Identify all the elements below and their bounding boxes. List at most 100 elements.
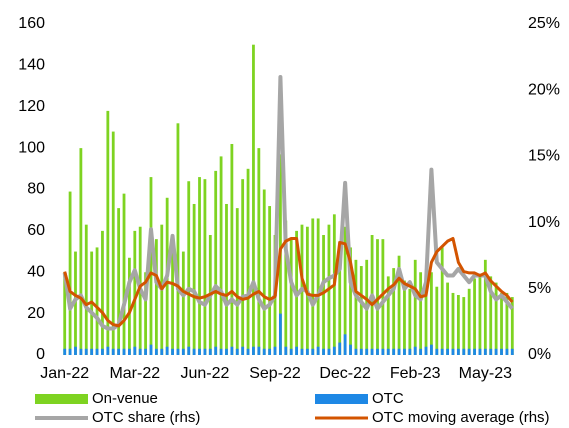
bar <box>268 206 272 355</box>
bar <box>187 181 191 355</box>
bar <box>386 348 390 355</box>
bar <box>408 288 412 355</box>
bar <box>354 348 358 355</box>
bar <box>122 193 126 355</box>
bar <box>343 226 347 355</box>
bar <box>381 239 385 355</box>
bar <box>316 346 320 355</box>
bar <box>500 348 503 355</box>
y2-tick-label: 15% <box>528 148 560 165</box>
bar <box>144 272 147 355</box>
bar <box>419 348 423 355</box>
legend-swatch <box>35 394 88 404</box>
bar <box>500 292 503 355</box>
bar <box>95 247 99 355</box>
bar <box>198 348 201 355</box>
bar <box>403 348 406 355</box>
bar <box>413 346 417 355</box>
bar <box>505 292 509 355</box>
bar <box>160 348 164 355</box>
line <box>62 74 514 331</box>
legend-label: OTC share (rhs) <box>92 409 200 426</box>
bar <box>386 276 390 355</box>
bar <box>451 292 455 355</box>
legend-swatch <box>315 394 368 404</box>
bar <box>473 278 476 355</box>
bar <box>300 348 304 355</box>
bar <box>370 348 374 355</box>
x-tick-label: Jan-22 <box>40 365 89 382</box>
bar <box>192 348 196 355</box>
bar <box>106 346 110 355</box>
bar <box>295 346 298 355</box>
bar <box>252 346 255 355</box>
bar <box>214 346 218 355</box>
bar <box>316 218 320 355</box>
bar <box>489 348 493 355</box>
bar <box>397 348 401 355</box>
bar <box>349 344 352 355</box>
bar <box>305 348 309 355</box>
bar <box>332 346 336 355</box>
bar <box>219 156 223 355</box>
bar <box>225 203 228 355</box>
y-tick-label: 40 <box>27 263 45 280</box>
y-tick-label: 80 <box>27 181 45 198</box>
bar <box>424 280 428 355</box>
x-tick-label: May-23 <box>459 365 512 382</box>
bar <box>181 348 185 355</box>
x-tick-label: Mar-22 <box>109 365 160 382</box>
x-tick-label: Jun-22 <box>180 365 229 382</box>
bar <box>203 348 207 355</box>
bar <box>117 348 121 355</box>
y-tick-label: 140 <box>18 57 45 74</box>
bar <box>171 243 174 355</box>
y-tick-label: 160 <box>18 15 45 32</box>
bar <box>133 230 137 355</box>
bar <box>327 348 331 355</box>
bar <box>144 348 147 355</box>
y-tick-label: 20 <box>27 305 45 322</box>
bar <box>435 348 439 355</box>
bar <box>403 280 406 355</box>
bar <box>451 348 455 355</box>
bar <box>84 224 88 355</box>
bar <box>95 348 99 355</box>
bar <box>279 313 282 355</box>
bar <box>392 348 396 355</box>
bar <box>187 346 191 355</box>
bar <box>257 148 261 355</box>
bar <box>510 348 514 355</box>
bar <box>79 348 83 355</box>
bar <box>138 348 142 355</box>
y-tick-label: 100 <box>18 139 45 156</box>
bar <box>63 272 67 355</box>
bar <box>359 266 363 355</box>
bar <box>149 344 153 355</box>
bar <box>101 230 104 355</box>
bar <box>338 342 342 355</box>
bar <box>478 276 482 355</box>
bar <box>338 241 342 355</box>
bar <box>203 179 207 355</box>
bar <box>483 348 487 355</box>
bar <box>462 348 466 355</box>
bar <box>68 348 72 355</box>
bar <box>289 348 293 355</box>
y-tick-label: 120 <box>18 98 45 115</box>
bar <box>181 251 185 355</box>
bar <box>198 177 201 355</box>
legend-label: OTC moving average (rhs) <box>372 409 550 426</box>
bar <box>128 348 131 355</box>
bar <box>424 346 428 355</box>
bar <box>419 272 423 355</box>
bar <box>128 257 131 355</box>
bar <box>446 348 449 355</box>
bar <box>376 348 379 355</box>
bar <box>133 346 137 355</box>
bar <box>117 208 121 355</box>
bar <box>365 348 369 355</box>
legend-label: On-venue <box>92 390 158 407</box>
bar <box>246 348 250 355</box>
